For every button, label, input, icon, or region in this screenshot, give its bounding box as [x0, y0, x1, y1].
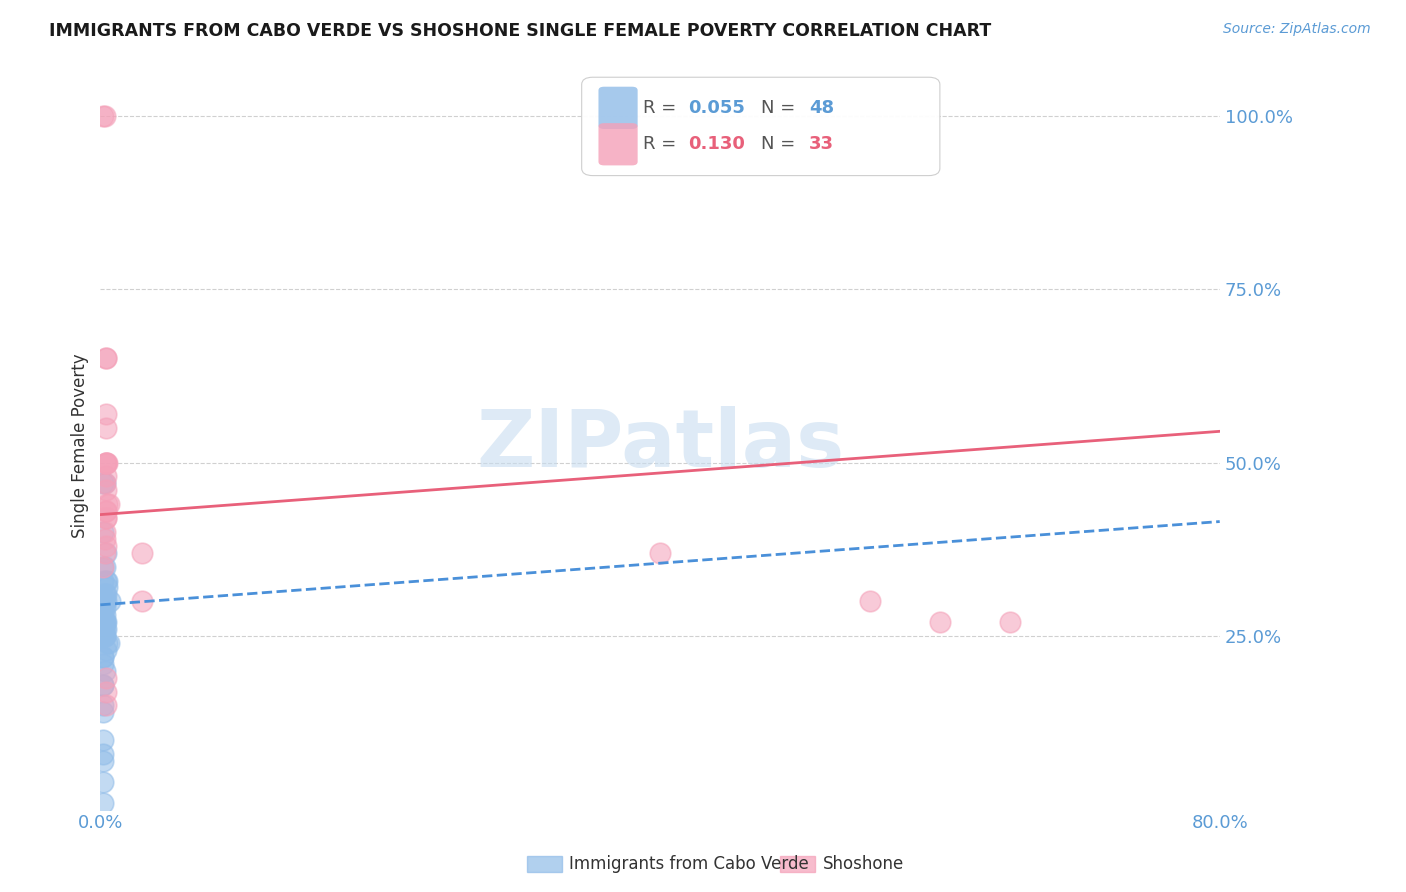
Point [94, 698, 117, 713]
Point [94, 511, 117, 525]
Point [648, 546, 671, 560]
Point [93, 559, 115, 574]
Point [91, 601, 114, 615]
Point [94, 546, 117, 560]
Point [91, 594, 114, 608]
Point [91, 559, 114, 574]
Text: Shoshone: Shoshone [823, 855, 904, 873]
Point [93, 629, 115, 643]
Point [91, 698, 114, 713]
Point [91, 706, 114, 720]
Point [93, 608, 115, 623]
Point [93, 109, 115, 123]
Text: 48: 48 [808, 99, 834, 117]
Point [94, 622, 117, 636]
Point [91, 774, 114, 789]
Point [94, 456, 117, 470]
Point [91, 733, 114, 747]
Text: 33: 33 [808, 136, 834, 153]
Text: N =: N = [761, 136, 801, 153]
Text: N =: N = [761, 99, 801, 117]
Point [91, 622, 114, 636]
Point [94, 504, 117, 518]
Point [91, 594, 114, 608]
Point [94, 407, 117, 421]
Point [93, 532, 115, 546]
Point [93, 524, 115, 539]
Y-axis label: Single Female Poverty: Single Female Poverty [72, 353, 89, 538]
Text: R =: R = [643, 99, 682, 117]
Text: R =: R = [643, 136, 682, 153]
Text: 0.130: 0.130 [688, 136, 745, 153]
Point [91, 747, 114, 761]
Point [94, 594, 117, 608]
Point [96, 456, 118, 470]
Point [91, 649, 114, 664]
Point [97, 636, 120, 650]
Point [94, 421, 117, 435]
Point [93, 587, 115, 601]
Point [93, 629, 115, 643]
Point [93, 622, 115, 636]
Point [91, 615, 114, 629]
Point [93, 594, 115, 608]
Point [94, 456, 117, 470]
Point [94, 671, 117, 685]
Point [91, 608, 114, 623]
Point [91, 678, 114, 692]
Point [94, 539, 117, 553]
Text: ZIPatlas: ZIPatlas [475, 406, 844, 484]
Point [91, 109, 114, 123]
Point [91, 559, 114, 574]
Point [96, 636, 118, 650]
Point [93, 601, 115, 615]
FancyBboxPatch shape [582, 78, 939, 176]
Text: Immigrants from Cabo Verde: Immigrants from Cabo Verde [569, 855, 810, 873]
Point [98, 594, 121, 608]
Point [93, 546, 115, 560]
Point [96, 497, 118, 511]
Point [96, 581, 118, 595]
Point [94, 469, 117, 483]
Point [96, 574, 118, 588]
Point [91, 796, 114, 810]
Point [91, 622, 114, 636]
Point [91, 657, 114, 671]
Point [93, 664, 115, 678]
Text: Source: ZipAtlas.com: Source: ZipAtlas.com [1223, 22, 1371, 37]
Point [94, 574, 117, 588]
Text: 0.055: 0.055 [688, 99, 745, 117]
Point [91, 649, 114, 664]
Point [94, 615, 117, 629]
Point [91, 574, 114, 588]
Point [94, 504, 117, 518]
Point [91, 629, 114, 643]
Point [131, 594, 153, 608]
Point [94, 511, 117, 525]
Point [998, 615, 1021, 629]
Point [91, 524, 114, 539]
Point [94, 684, 117, 698]
Point [93, 615, 115, 629]
Point [131, 546, 153, 560]
Point [94, 483, 117, 498]
Point [94, 351, 117, 366]
Point [94, 587, 117, 601]
Point [91, 476, 114, 491]
Point [859, 594, 882, 608]
Point [94, 351, 117, 366]
Point [97, 497, 120, 511]
Text: IMMIGRANTS FROM CABO VERDE VS SHOSHONE SINGLE FEMALE POVERTY CORRELATION CHART: IMMIGRANTS FROM CABO VERDE VS SHOSHONE S… [49, 22, 991, 40]
Point [93, 476, 115, 491]
Point [91, 678, 114, 692]
Point [93, 476, 115, 491]
FancyBboxPatch shape [599, 123, 638, 165]
Point [94, 456, 117, 470]
Point [91, 754, 114, 768]
Point [93, 615, 115, 629]
Point [94, 643, 117, 657]
Point [928, 615, 950, 629]
FancyBboxPatch shape [599, 87, 638, 129]
